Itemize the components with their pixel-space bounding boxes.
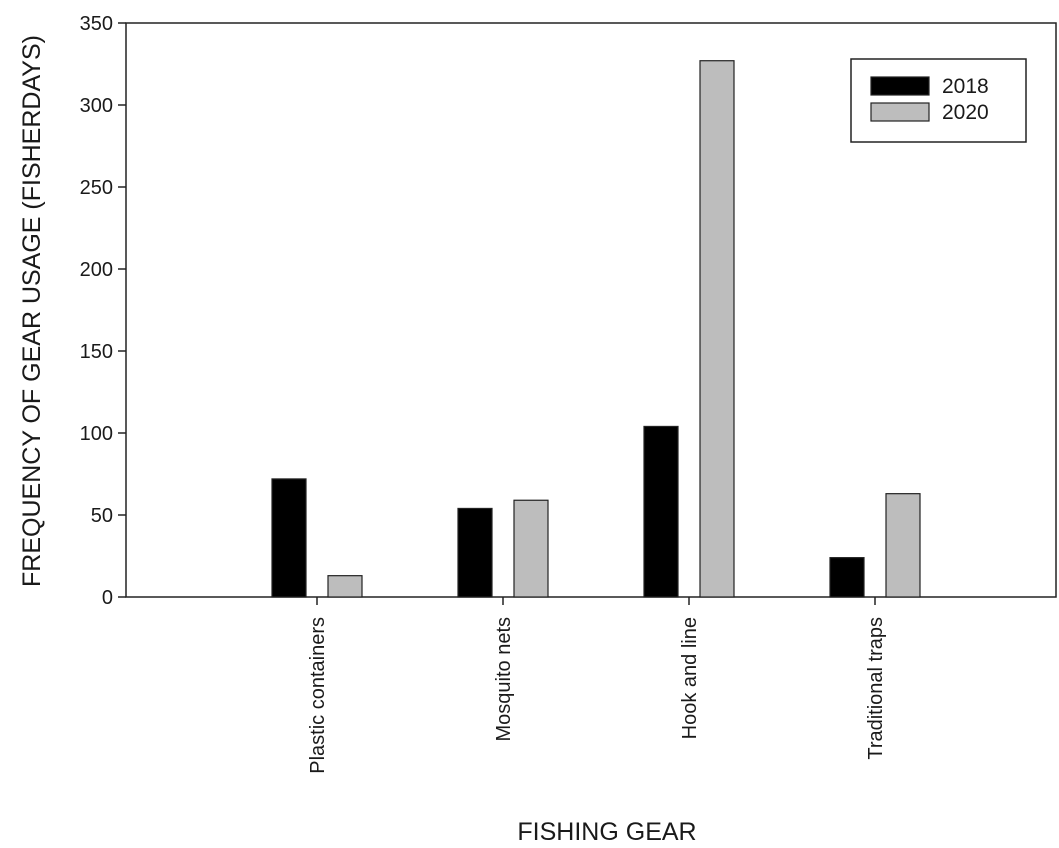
- legend-box: [850, 58, 1027, 143]
- y-tick-label: 200: [80, 259, 113, 281]
- bar-2018-mosquito-nets: [457, 507, 493, 598]
- x-category-label: Plastic containers: [307, 617, 329, 774]
- legend-swatch: [870, 76, 930, 96]
- y-tick-label: 0: [102, 587, 113, 609]
- legend-swatch: [870, 102, 930, 122]
- legend-label: 2018: [942, 75, 989, 98]
- y-tick-label: 350: [80, 13, 113, 35]
- bar-2020-hook-and-line: [699, 60, 735, 598]
- legend: 2018 2020: [850, 58, 1027, 143]
- bar-2020-traditional-traps: [885, 493, 921, 598]
- bars: [271, 60, 921, 598]
- y-tick-label: 100: [80, 423, 113, 445]
- x-axis: Plastic containers Mosquito nets Hook and …: [307, 597, 887, 774]
- legend-label: 2020: [942, 101, 989, 124]
- y-tick-label: 300: [80, 95, 113, 117]
- bar-2018-traditional-traps: [829, 557, 865, 598]
- bar-2020-plastic-containers: [327, 575, 363, 598]
- x-category-label: Mosquito nets: [493, 617, 515, 742]
- y-tick-label: 250: [80, 177, 113, 199]
- bar-2018-hook-and-line: [643, 425, 679, 598]
- bar-2020-mosquito-nets: [513, 499, 549, 598]
- bar-2018-plastic-containers: [271, 478, 307, 598]
- x-axis-title: FISHING GEAR: [517, 818, 696, 843]
- plot-border: [125, 22, 1057, 598]
- y-tick-label: 150: [80, 341, 113, 363]
- x-category-label: Hook and line: [679, 617, 701, 739]
- plot-frame: [125, 22, 1057, 598]
- x-category-label: Traditional traps: [865, 617, 887, 760]
- y-axis-title: FREQUENCY OF GEAR USAGE (FISHERDAYS): [18, 35, 46, 587]
- y-axis: 0 50 100 150 200 250 300 350: [80, 13, 126, 609]
- y-tick-label: 50: [91, 505, 113, 527]
